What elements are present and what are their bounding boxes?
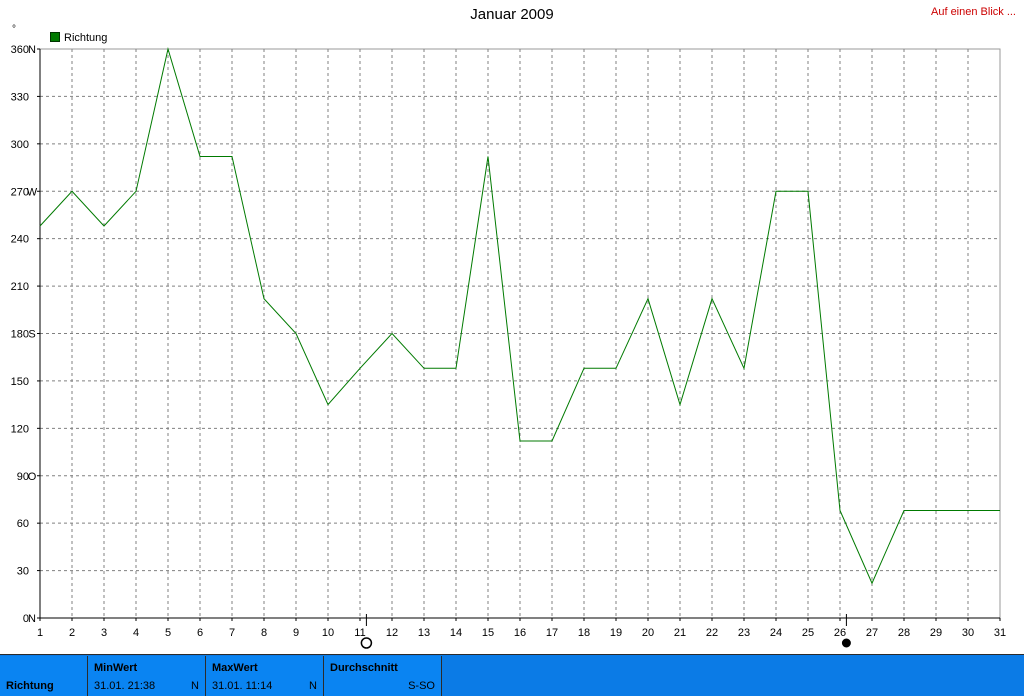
summary-max-cell: MaxWert 31.01. 11:14 N [206, 656, 324, 696]
x-tick-label: 22 [706, 627, 718, 639]
x-tick-label: 20 [642, 627, 654, 639]
overview-link[interactable]: Auf einen Blick ... [931, 6, 1016, 18]
x-tick-label: 13 [418, 627, 430, 639]
y-tick-label: 300 [11, 139, 29, 151]
series-line-richtung [39, 47, 1000, 585]
y-tick-direction: N [28, 44, 36, 56]
y-tick-label: 60 [17, 518, 29, 530]
summary-max-label: MaxWert [212, 662, 258, 674]
summary-max-value: 31.01. 11:14 [212, 680, 273, 692]
x-tick-label: 11 [354, 627, 365, 639]
x-tick-label: 23 [738, 627, 750, 639]
summary-average-direction: S-SO [408, 680, 435, 692]
x-tick-label: 4 [133, 627, 139, 639]
x-tick-label: 3 [101, 627, 107, 639]
x-tick-label: 28 [898, 627, 910, 639]
x-tick-label: 10 [322, 627, 334, 639]
summary-bar: Richtung MinWert 31.01. 21:38 N MaxWert … [0, 654, 1024, 696]
x-tick-label: 15 [482, 627, 494, 639]
summary-average-label: Durchschnitt [330, 662, 398, 674]
y-tick-label: 180 [11, 329, 29, 341]
y-tick-direction: S [28, 329, 35, 341]
y-tick-direction: N [28, 613, 36, 625]
x-tick-label: 29 [930, 627, 942, 639]
x-tick-label: 5 [165, 627, 171, 639]
y-tick-direction: O [28, 471, 37, 483]
x-tick-label: 31 [994, 627, 1006, 639]
x-tick-label: 27 [866, 627, 878, 639]
new-moon-icon [841, 638, 851, 648]
y-tick-label: 240 [11, 234, 29, 246]
x-tick-label: 21 [674, 627, 686, 639]
summary-series-cell: Richtung [0, 656, 88, 696]
summary-min-cell: MinWert 31.01. 21:38 N [88, 656, 206, 696]
legend-swatch [50, 32, 60, 42]
x-tick-label: 17 [546, 627, 558, 639]
y-tick-label: 330 [11, 91, 29, 103]
y-tick-label: 210 [11, 281, 29, 293]
summary-min-value: 31.01. 21:38 [94, 680, 156, 692]
y-axis-unit: ° [12, 24, 16, 35]
summary-max-direction: N [309, 680, 317, 692]
summary-average-cell: Durchschnitt S-SO [324, 656, 442, 696]
summary-min-direction: N [191, 680, 199, 692]
x-tick-label: 12 [386, 627, 398, 639]
x-tick-label: 30 [962, 627, 974, 639]
x-tick-label: 16 [514, 627, 526, 639]
summary-min-label: MinWert [94, 662, 138, 674]
full-moon-icon [360, 637, 373, 649]
y-tick-label: 0 [23, 613, 29, 625]
x-tick-label: 9 [293, 627, 299, 639]
y-tick-label: 30 [17, 566, 29, 578]
chart-title: Januar 2009 [470, 6, 554, 23]
y-tick-label: 360 [11, 44, 29, 56]
x-tick-label: 26 [834, 627, 846, 639]
x-tick-label: 19 [610, 627, 622, 639]
y-tick-label: 90 [17, 471, 29, 483]
y-tick-label: 270 [11, 186, 29, 198]
summary-series-label: Richtung [6, 680, 54, 692]
legend-label: Richtung [64, 32, 107, 44]
x-tick-label: 7 [229, 627, 235, 639]
x-tick-label: 8 [261, 627, 267, 639]
x-tick-label: 24 [770, 627, 782, 639]
x-tick-label: 1 [37, 627, 43, 639]
x-tick-label: 14 [450, 627, 462, 639]
x-tick-label: 25 [802, 627, 814, 639]
y-tick-label: 120 [11, 423, 29, 435]
y-tick-label: 150 [11, 376, 29, 388]
y-tick-direction: W [27, 186, 38, 198]
x-tick-label: 6 [197, 627, 203, 639]
x-tick-label: 2 [69, 627, 75, 639]
x-tick-label: 18 [578, 627, 590, 639]
